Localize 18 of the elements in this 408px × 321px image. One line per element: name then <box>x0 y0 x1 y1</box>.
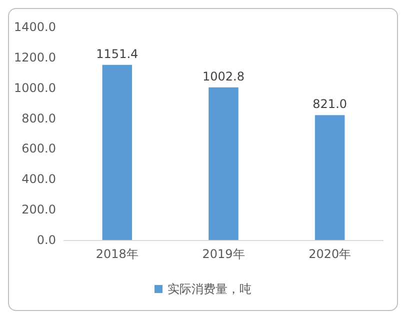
bar <box>314 115 345 240</box>
y-tick-label: 0.0 <box>36 233 56 247</box>
data-label: 1002.8 <box>202 69 244 84</box>
y-tick-label: 1200.0 <box>14 50 56 64</box>
bar <box>102 64 132 240</box>
y-tick-label: 200.0 <box>22 202 56 217</box>
bar <box>208 87 238 240</box>
y-tick-label: 1000.0 <box>14 80 56 95</box>
x-tick-label: 2019年 <box>202 247 245 261</box>
data-label: 1151.4 <box>96 46 138 61</box>
x-tick-label: 2018年 <box>96 247 138 261</box>
y-tick-label: 400.0 <box>22 172 56 186</box>
y-tick-label: 800.0 <box>22 111 56 126</box>
data-label: 821.0 <box>312 97 348 112</box>
legend-label: 实际消费量，吨 <box>168 282 252 296</box>
y-tick-label: 600.0 <box>22 142 56 156</box>
y-tick-label: 1400.0 <box>14 20 56 34</box>
x-tick-label: 2020年 <box>308 247 352 261</box>
